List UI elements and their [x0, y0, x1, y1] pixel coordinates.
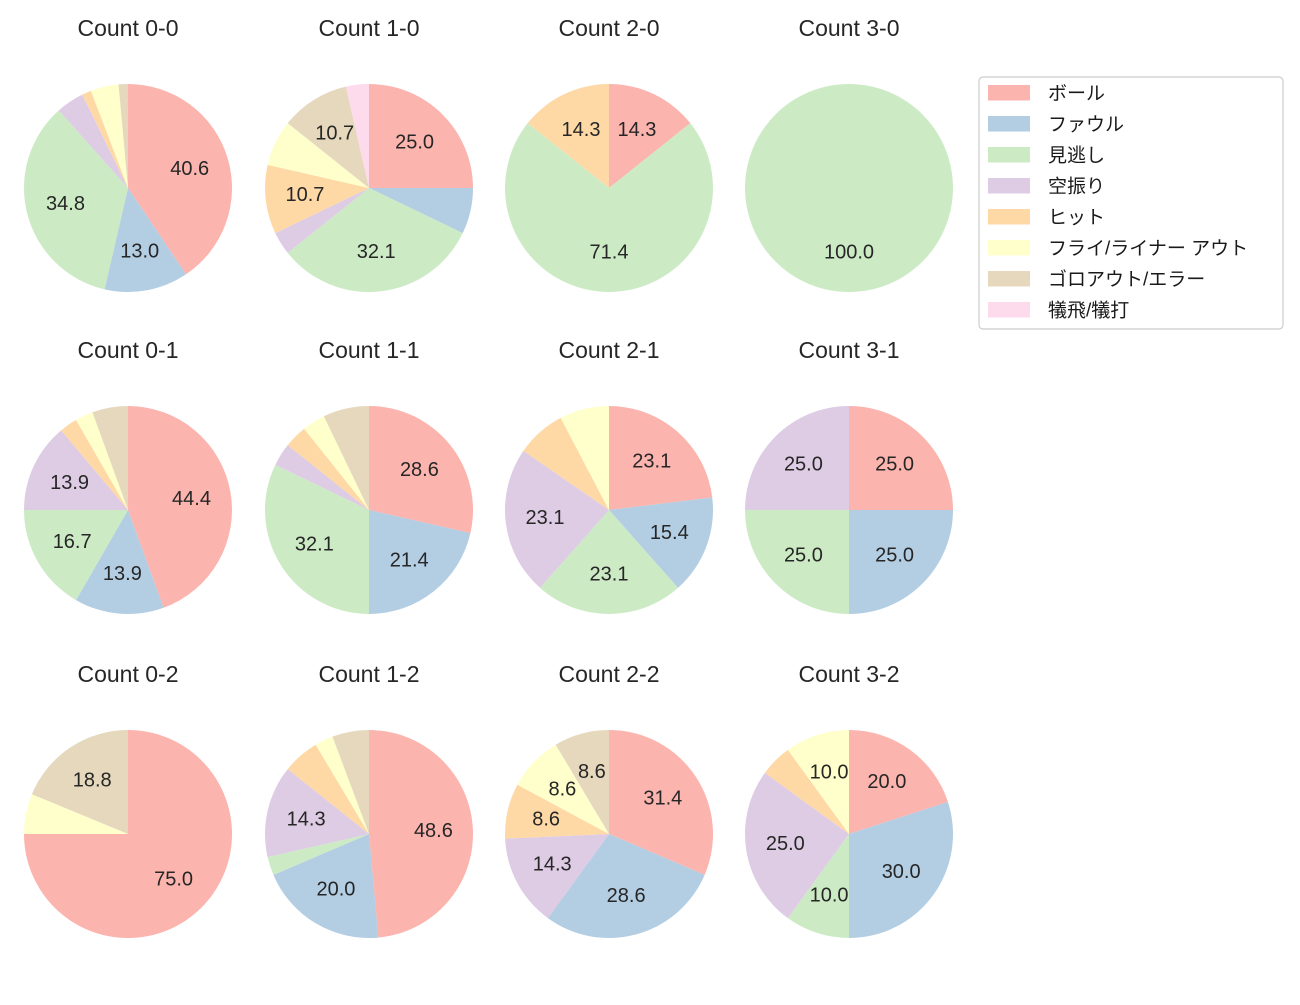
svg-text:14.3: 14.3 [287, 809, 326, 831]
svg-text:28.6: 28.6 [400, 459, 439, 481]
svg-text:Count 1-0: Count 1-0 [318, 15, 419, 41]
svg-text:Count 3-0: Count 3-0 [798, 15, 899, 41]
svg-text:71.4: 71.4 [590, 241, 629, 263]
svg-text:13.9: 13.9 [103, 563, 142, 585]
svg-text:40.6: 40.6 [170, 158, 209, 180]
svg-text:15.4: 15.4 [650, 522, 689, 544]
svg-text:13.9: 13.9 [50, 472, 89, 494]
svg-text:25.0: 25.0 [875, 453, 914, 475]
svg-text:28.6: 28.6 [607, 885, 646, 907]
svg-text:8.6: 8.6 [578, 761, 606, 783]
svg-text:20.0: 20.0 [867, 771, 906, 793]
svg-text:Count 1-2: Count 1-2 [318, 661, 419, 687]
svg-text:16.7: 16.7 [53, 531, 92, 553]
svg-text:ファウル: ファウル [1048, 114, 1124, 135]
svg-text:14.3: 14.3 [618, 119, 657, 141]
svg-text:21.4: 21.4 [390, 549, 429, 571]
svg-text:Count 2-2: Count 2-2 [558, 661, 659, 687]
svg-text:Count 0-2: Count 0-2 [77, 661, 178, 687]
svg-text:Count 3-1: Count 3-1 [798, 337, 899, 363]
svg-text:Count 2-1: Count 2-1 [558, 337, 659, 363]
svg-text:25.0: 25.0 [395, 131, 434, 153]
svg-text:20.0: 20.0 [316, 878, 355, 900]
svg-text:8.6: 8.6 [532, 809, 560, 831]
svg-text:31.4: 31.4 [643, 787, 682, 809]
svg-text:14.3: 14.3 [533, 854, 572, 876]
svg-text:32.1: 32.1 [295, 533, 334, 555]
svg-text:100.0: 100.0 [824, 241, 874, 263]
svg-text:30.0: 30.0 [882, 861, 921, 883]
svg-text:Count 3-2: Count 3-2 [798, 661, 899, 687]
svg-text:ボール: ボール [1048, 82, 1105, 104]
svg-text:空振り: 空振り [1048, 175, 1105, 197]
svg-text:ヒット: ヒット [1048, 207, 1105, 228]
svg-text:32.1: 32.1 [357, 241, 396, 263]
svg-text:フライ/ライナー アウト: フライ/ライナー アウト [1048, 238, 1248, 259]
svg-text:Count 0-1: Count 0-1 [77, 337, 178, 363]
svg-text:10.0: 10.0 [810, 762, 849, 784]
svg-text:13.0: 13.0 [120, 240, 159, 262]
svg-text:犠飛/犠打: 犠飛/犠打 [1048, 299, 1129, 321]
svg-text:23.1: 23.1 [632, 451, 671, 473]
svg-text:75.0: 75.0 [154, 869, 193, 891]
svg-text:10.7: 10.7 [315, 122, 354, 144]
svg-text:25.0: 25.0 [784, 545, 823, 567]
svg-text:48.6: 48.6 [414, 820, 453, 842]
svg-text:見逃し: 見逃し [1048, 144, 1105, 166]
svg-text:18.8: 18.8 [73, 769, 112, 791]
svg-text:8.6: 8.6 [548, 778, 576, 800]
svg-text:25.0: 25.0 [875, 545, 914, 567]
svg-text:23.1: 23.1 [590, 563, 629, 585]
svg-text:23.1: 23.1 [526, 507, 565, 529]
svg-text:44.4: 44.4 [172, 488, 211, 510]
svg-text:ゴロアウト/エラー: ゴロアウト/エラー [1048, 268, 1205, 290]
svg-text:25.0: 25.0 [784, 453, 823, 475]
svg-text:Count 1-1: Count 1-1 [318, 337, 419, 363]
svg-text:Count 0-0: Count 0-0 [77, 15, 178, 41]
svg-text:25.0: 25.0 [766, 833, 805, 855]
svg-text:Count 2-0: Count 2-0 [558, 15, 659, 41]
svg-text:10.7: 10.7 [285, 184, 324, 206]
svg-text:14.3: 14.3 [562, 119, 601, 141]
svg-text:10.0: 10.0 [810, 884, 849, 906]
svg-text:34.8: 34.8 [46, 193, 85, 215]
